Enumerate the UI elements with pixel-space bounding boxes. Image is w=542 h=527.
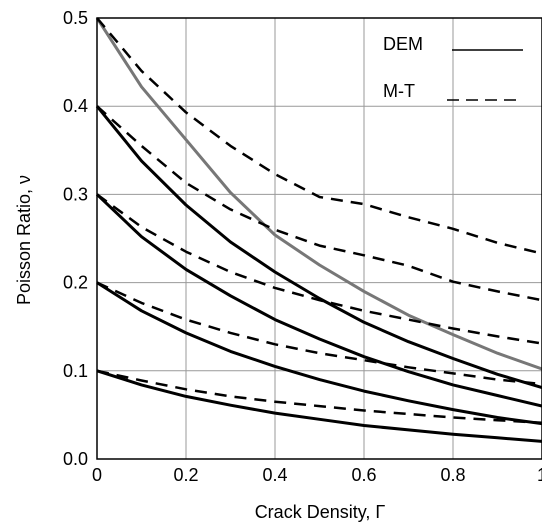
grid (97, 18, 542, 459)
y-tick-label: 0.4 (63, 96, 88, 116)
dem-series-line-2 (95, 193, 542, 408)
plot-frame (96, 17, 542, 460)
mt-series-line-8 (96, 281, 542, 386)
mt-series-line-7 (96, 193, 542, 345)
mt-series-line-6 (96, 105, 542, 302)
mt-series-line-5 (96, 17, 542, 255)
dem-series-line-1 (95, 105, 542, 390)
legend-label-dem: DEM (383, 34, 423, 54)
legend-label-mt: M-T (383, 81, 415, 101)
x-tick-label: 0.4 (262, 465, 287, 485)
x-tick-label: 0.6 (351, 465, 376, 485)
legend: DEM M-T (383, 34, 523, 101)
dem-series-line-0 (95, 17, 542, 371)
mt-series-line-9 (96, 369, 542, 425)
x-tick-label: 0.2 (173, 465, 198, 485)
x-tick-label: 0.8 (440, 465, 465, 485)
y-tick-label: 0.5 (63, 8, 88, 28)
y-axis-label: Poisson Ratio, ν (14, 175, 34, 305)
x-axis-ticks: 0 0.2 0.4 0.6 0.8 1 (92, 465, 542, 485)
x-tick-label: 0 (92, 465, 102, 485)
series-group (95, 17, 542, 443)
y-axis-ticks: 0.0 0.1 0.2 0.3 0.4 0.5 (63, 8, 88, 469)
y-tick-label: 0.0 (63, 449, 88, 469)
y-tick-label: 0.3 (63, 184, 88, 204)
y-tick-label: 0.1 (63, 361, 88, 381)
x-axis-label: Crack Density, Γ (255, 502, 386, 522)
y-tick-label: 0.2 (63, 273, 88, 293)
dem-series-line-4 (96, 369, 542, 443)
dem-series-line-3 (96, 281, 542, 426)
x-tick-label: 1 (537, 465, 542, 485)
